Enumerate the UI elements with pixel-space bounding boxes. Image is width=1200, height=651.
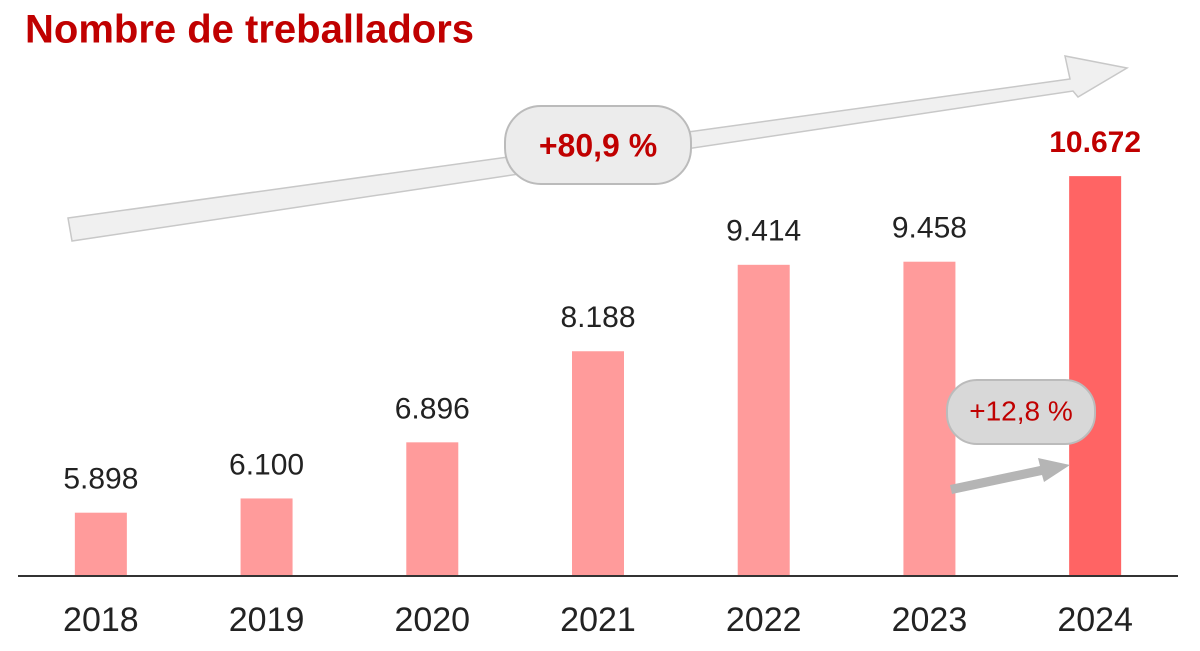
value-label: 9.458 bbox=[892, 212, 967, 245]
value-label: 6.896 bbox=[395, 392, 470, 425]
bar bbox=[74, 512, 127, 576]
value-label: 9.414 bbox=[726, 215, 801, 248]
bar bbox=[1069, 176, 1122, 576]
x-tick-label: 2024 bbox=[1057, 601, 1133, 639]
annotation-pill bbox=[946, 379, 1096, 445]
value-label: 10.672 bbox=[1049, 126, 1141, 159]
small-arrow bbox=[950, 458, 1070, 494]
x-tick-label: 2019 bbox=[229, 601, 305, 639]
annotation-pill bbox=[504, 105, 692, 185]
bar bbox=[406, 442, 459, 576]
bar bbox=[737, 264, 790, 576]
x-tick-label: 2020 bbox=[394, 601, 470, 639]
bar bbox=[240, 498, 293, 576]
value-label: 6.100 bbox=[229, 448, 304, 481]
x-tick-label: 2021 bbox=[560, 601, 636, 639]
value-label: 8.188 bbox=[560, 301, 635, 334]
annotation: +80,9 % bbox=[539, 127, 657, 163]
chart-title: Nombre de treballadors bbox=[25, 8, 474, 52]
x-tick-label: 2018 bbox=[63, 601, 139, 639]
value-label: 5.898 bbox=[63, 463, 138, 496]
bar bbox=[572, 351, 624, 576]
annotation: +12,8 % bbox=[969, 395, 1073, 426]
x-tick-label: 2022 bbox=[726, 601, 802, 639]
x-tick-label: 2023 bbox=[892, 601, 968, 639]
